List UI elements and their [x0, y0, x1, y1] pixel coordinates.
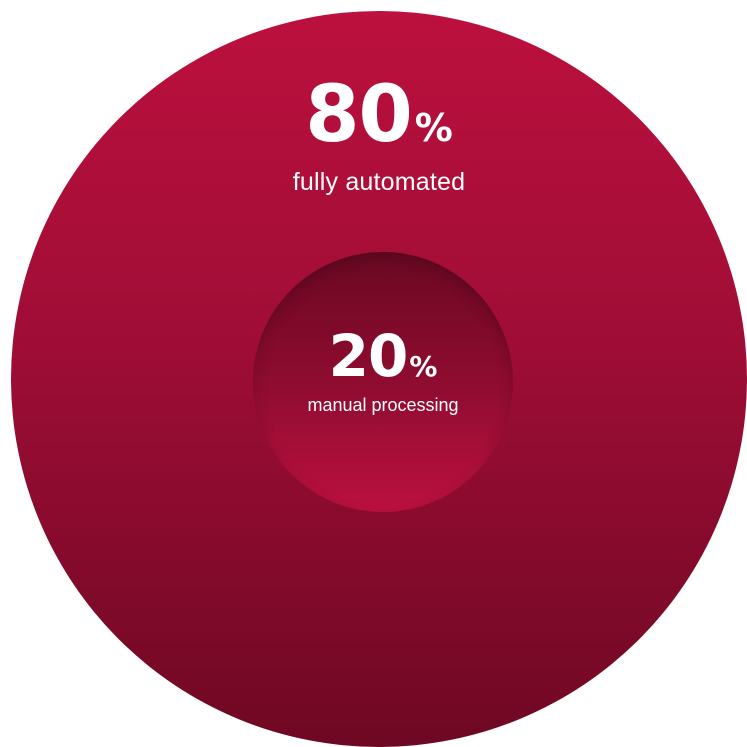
- manual-percentage: 20: [328, 322, 409, 390]
- automated-percent-sign: %: [414, 106, 453, 150]
- automated-value-line: 80 %: [11, 76, 747, 154]
- automated-percentage: 80: [305, 70, 413, 160]
- automated-label: fully automated: [292, 168, 466, 196]
- manual-share-circle: [253, 252, 513, 512]
- automated-stat: 80 % fully automated: [11, 76, 747, 197]
- manual-stat: 20 % manual processing: [253, 327, 513, 416]
- manual-label: manual processing: [307, 395, 459, 415]
- manual-percent-sign: %: [409, 350, 438, 383]
- manual-value-line: 20 %: [253, 327, 513, 385]
